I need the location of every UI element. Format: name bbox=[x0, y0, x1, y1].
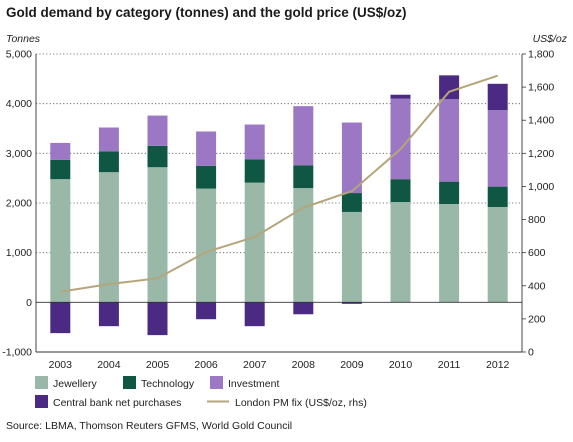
bar-investment-2006 bbox=[196, 131, 217, 166]
y-tick-label: 1,000 bbox=[6, 247, 32, 259]
bar-jewellery-2003 bbox=[50, 179, 71, 303]
bar-investment-2009 bbox=[341, 122, 362, 194]
bar-investment-2011 bbox=[439, 99, 460, 182]
legend-swatch bbox=[35, 395, 48, 408]
y2-tick-label: 1,400 bbox=[528, 115, 554, 127]
bar-central-bank-net-purchases-2011 bbox=[439, 75, 460, 100]
x-tick-label: 2010 bbox=[389, 359, 413, 371]
bar-investment-2010 bbox=[390, 98, 411, 180]
x-tick-label: 2008 bbox=[292, 359, 316, 371]
y2-axis-label: US$/oz bbox=[533, 33, 568, 45]
bar-investment-2005 bbox=[147, 115, 168, 146]
bar-central-bank-net-purchases-2007 bbox=[244, 302, 265, 327]
legend-label: Jewellery bbox=[53, 378, 98, 390]
y-tick-label: 5,000 bbox=[6, 49, 32, 61]
y2-tick-label: 1,000 bbox=[528, 181, 554, 193]
y2-tick-label: 1,800 bbox=[528, 49, 554, 61]
bar-investment-2012 bbox=[487, 110, 508, 187]
bar-jewellery-2010 bbox=[390, 202, 411, 303]
legend-label: Central bank net purchases bbox=[53, 397, 181, 409]
bar-central-bank-net-purchases-2005 bbox=[147, 302, 168, 336]
line-london-pm-fix bbox=[60, 74, 499, 293]
y2-axis-ticks: 0 200 400 600 800 1,000 1,200 1,400 1,600 1,800 bbox=[522, 49, 554, 359]
y2-tick-label: 1,600 bbox=[528, 82, 554, 94]
y-tick-label: 2,000 bbox=[6, 198, 32, 210]
legend-label: London PM fix (US$/oz, rhs) bbox=[235, 397, 367, 409]
bar-jewellery-2009 bbox=[341, 211, 362, 303]
y-tick-label: -1,000 bbox=[2, 347, 32, 359]
bar-investment-2004 bbox=[98, 127, 119, 152]
y-tick-label: 0 bbox=[26, 297, 32, 309]
bar-investment-2007 bbox=[244, 124, 265, 160]
legend-swatch bbox=[35, 376, 48, 389]
legend-swatch bbox=[210, 376, 223, 389]
source-note: Source: LBMA, Thomson Reuters GFMS, Worl… bbox=[6, 420, 292, 432]
bar-central-bank-net-purchases-2008 bbox=[293, 302, 314, 315]
x-tick-label: 2009 bbox=[340, 359, 364, 371]
bar-central-bank-net-purchases-2010 bbox=[390, 94, 411, 99]
bar-technology-2012 bbox=[487, 186, 508, 207]
y-axis-label: Tonnes bbox=[6, 33, 41, 45]
bar-central-bank-net-purchases-2003 bbox=[50, 302, 71, 334]
x-tick-label: 2012 bbox=[486, 359, 510, 371]
bar-technology-2006 bbox=[196, 165, 217, 189]
y-tick-label: 4,000 bbox=[6, 98, 32, 110]
legend: Jewellery Technology Investment Central ban… bbox=[35, 376, 367, 409]
bar-central-bank-net-purchases-2012 bbox=[487, 83, 508, 111]
bar-jewellery-2011 bbox=[439, 203, 460, 303]
x-tick-label: 2011 bbox=[438, 359, 461, 371]
legend-label: Investment bbox=[228, 378, 279, 390]
y-axis-ticks: -1,000 0 1,000 2,000 3,000 4,000 5,000 bbox=[2, 49, 32, 359]
axes bbox=[35, 54, 523, 353]
bar-investment-2008 bbox=[293, 106, 314, 166]
x-tick-label: 2003 bbox=[49, 359, 73, 371]
bar-jewellery-2008 bbox=[293, 188, 314, 303]
bar-jewellery-2012 bbox=[487, 206, 508, 303]
bar-investment-2003 bbox=[50, 142, 71, 160]
bar-technology-2010 bbox=[390, 179, 411, 203]
bar-technology-2011 bbox=[439, 181, 460, 204]
chart-title: Gold demand by category (tonnes) and the… bbox=[6, 5, 407, 20]
y2-tick-label: 800 bbox=[528, 214, 546, 226]
price-line bbox=[60, 74, 499, 293]
bar-central-bank-net-purchases-2004 bbox=[98, 302, 119, 327]
x-axis-ticks: 2003 2004 2005 2006 2007 2008 2009 2010 2011 2012 bbox=[49, 359, 510, 371]
x-tick-label: 2007 bbox=[243, 359, 267, 371]
x-tick-label: 2006 bbox=[194, 359, 218, 371]
y2-tick-label: 0 bbox=[528, 347, 534, 359]
y2-tick-label: 400 bbox=[528, 280, 546, 292]
bar-jewellery-2006 bbox=[196, 188, 217, 303]
bar-technology-2008 bbox=[293, 165, 314, 189]
y2-tick-label: 600 bbox=[528, 247, 546, 259]
bar-technology-2005 bbox=[147, 145, 168, 168]
bar-technology-2003 bbox=[50, 159, 71, 180]
bar-central-bank-net-purchases-2006 bbox=[196, 302, 217, 320]
bar-jewellery-2007 bbox=[244, 182, 265, 303]
y2-tick-label: 1,200 bbox=[528, 148, 554, 160]
bar-jewellery-2004 bbox=[98, 172, 119, 303]
bar-technology-2007 bbox=[244, 159, 265, 183]
y2-tick-label: 200 bbox=[528, 313, 546, 325]
bars bbox=[50, 75, 508, 336]
y-tick-label: 3,000 bbox=[6, 148, 32, 160]
x-tick-label: 2005 bbox=[146, 359, 170, 371]
bar-technology-2009 bbox=[341, 193, 362, 212]
bar-technology-2004 bbox=[98, 151, 119, 173]
x-tick-label: 2004 bbox=[97, 359, 121, 371]
legend-label: Technology bbox=[141, 378, 195, 390]
legend-swatch bbox=[123, 376, 136, 389]
bar-central-bank-net-purchases-2009 bbox=[341, 302, 362, 304]
bar-jewellery-2005 bbox=[147, 167, 168, 303]
